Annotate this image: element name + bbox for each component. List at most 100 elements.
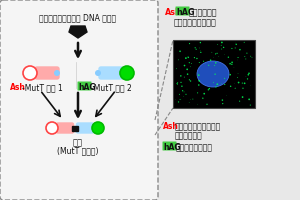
Circle shape bbox=[190, 80, 191, 82]
Circle shape bbox=[226, 95, 227, 96]
Circle shape bbox=[215, 62, 217, 64]
Circle shape bbox=[188, 57, 189, 58]
Text: となる蛋白質: となる蛋白質 bbox=[175, 131, 203, 140]
Circle shape bbox=[235, 87, 236, 88]
Circle shape bbox=[230, 74, 231, 75]
Text: ：蛍光の点を作る足場: ：蛍光の点を作る足場 bbox=[175, 122, 221, 131]
Circle shape bbox=[185, 94, 187, 95]
Circle shape bbox=[190, 99, 191, 100]
Circle shape bbox=[200, 42, 201, 43]
Circle shape bbox=[182, 90, 183, 91]
FancyBboxPatch shape bbox=[176, 6, 190, 16]
Circle shape bbox=[181, 85, 183, 87]
Circle shape bbox=[248, 74, 249, 76]
Text: Ash-: Ash- bbox=[165, 8, 185, 17]
Circle shape bbox=[200, 52, 202, 53]
Circle shape bbox=[198, 80, 200, 82]
Circle shape bbox=[230, 86, 231, 87]
Circle shape bbox=[183, 96, 184, 97]
Text: Ash: Ash bbox=[163, 122, 179, 131]
Circle shape bbox=[54, 70, 60, 76]
Circle shape bbox=[178, 59, 179, 60]
Circle shape bbox=[180, 75, 182, 77]
Circle shape bbox=[224, 84, 225, 85]
Circle shape bbox=[250, 105, 251, 106]
Circle shape bbox=[203, 61, 204, 62]
Circle shape bbox=[217, 44, 218, 45]
Circle shape bbox=[216, 83, 218, 85]
Circle shape bbox=[189, 79, 190, 80]
Circle shape bbox=[221, 83, 222, 84]
Circle shape bbox=[221, 42, 223, 43]
Circle shape bbox=[238, 57, 239, 58]
Circle shape bbox=[214, 73, 216, 75]
Circle shape bbox=[46, 122, 58, 134]
Circle shape bbox=[189, 43, 190, 44]
Circle shape bbox=[92, 122, 104, 134]
Circle shape bbox=[248, 72, 250, 74]
FancyBboxPatch shape bbox=[76, 123, 94, 133]
Text: Ash: Ash bbox=[10, 83, 26, 92]
Circle shape bbox=[214, 65, 215, 66]
Circle shape bbox=[194, 57, 195, 58]
Circle shape bbox=[222, 103, 224, 104]
Circle shape bbox=[202, 98, 203, 99]
Circle shape bbox=[231, 48, 232, 49]
Circle shape bbox=[242, 88, 244, 89]
Circle shape bbox=[213, 82, 214, 83]
FancyBboxPatch shape bbox=[173, 40, 255, 108]
Circle shape bbox=[208, 88, 210, 89]
FancyBboxPatch shape bbox=[77, 82, 92, 90]
Circle shape bbox=[203, 93, 205, 95]
Circle shape bbox=[228, 57, 229, 58]
Circle shape bbox=[198, 84, 200, 86]
Circle shape bbox=[235, 47, 236, 48]
Circle shape bbox=[242, 96, 243, 98]
Circle shape bbox=[224, 54, 225, 55]
Circle shape bbox=[95, 70, 101, 76]
Circle shape bbox=[23, 66, 37, 80]
Circle shape bbox=[237, 77, 238, 78]
Circle shape bbox=[250, 85, 251, 86]
Polygon shape bbox=[69, 26, 87, 38]
Circle shape bbox=[184, 65, 185, 66]
Circle shape bbox=[215, 53, 216, 55]
Circle shape bbox=[176, 68, 177, 69]
Circle shape bbox=[231, 62, 233, 63]
Circle shape bbox=[175, 99, 176, 100]
Circle shape bbox=[180, 82, 181, 83]
Text: 結合: 結合 bbox=[73, 138, 83, 147]
FancyBboxPatch shape bbox=[0, 0, 158, 200]
Circle shape bbox=[210, 59, 212, 61]
Circle shape bbox=[239, 101, 240, 102]
Circle shape bbox=[231, 64, 232, 65]
Circle shape bbox=[244, 42, 245, 43]
Circle shape bbox=[215, 86, 217, 88]
Circle shape bbox=[217, 53, 218, 54]
Circle shape bbox=[246, 53, 247, 54]
Circle shape bbox=[187, 56, 188, 57]
Circle shape bbox=[208, 89, 209, 90]
Circle shape bbox=[224, 78, 225, 79]
Circle shape bbox=[189, 102, 190, 103]
Circle shape bbox=[177, 82, 178, 83]
Circle shape bbox=[221, 49, 222, 50]
Circle shape bbox=[187, 73, 188, 75]
Circle shape bbox=[198, 74, 200, 76]
Circle shape bbox=[250, 56, 251, 57]
Text: -MutT 断片 1: -MutT 断片 1 bbox=[22, 83, 63, 92]
Circle shape bbox=[244, 56, 245, 57]
Circle shape bbox=[192, 99, 193, 100]
Circle shape bbox=[196, 58, 198, 59]
Circle shape bbox=[189, 62, 190, 63]
Circle shape bbox=[222, 99, 223, 101]
Text: -MutT 断片 2: -MutT 断片 2 bbox=[91, 83, 132, 92]
Text: (MutT 再構筌): (MutT 再構筌) bbox=[57, 146, 99, 155]
Circle shape bbox=[239, 49, 241, 50]
Circle shape bbox=[245, 58, 246, 59]
Circle shape bbox=[185, 57, 187, 59]
Circle shape bbox=[229, 63, 231, 64]
Circle shape bbox=[179, 50, 181, 52]
Circle shape bbox=[235, 88, 236, 89]
Text: hAG: hAG bbox=[163, 143, 181, 152]
